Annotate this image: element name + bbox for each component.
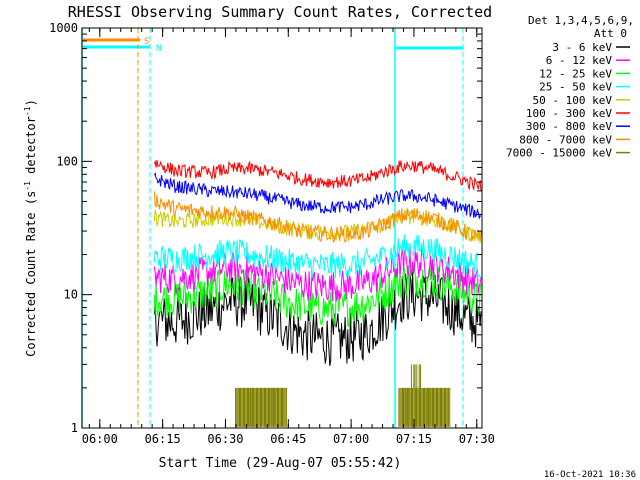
series-line-5 (153, 159, 482, 192)
axes: 1 10 100 1000 06:00 06:15 06:30 06:45 07:00 07:15… (49, 21, 495, 446)
series-2 (153, 262, 482, 327)
x-tick-label: 06:30 (207, 432, 243, 446)
series-line-1 (153, 247, 482, 302)
x-tick-label: 07:00 (333, 432, 369, 446)
annotation-label-s: S (144, 37, 149, 47)
y-tick-label: 1 (71, 421, 78, 435)
x-tick-label: 06:00 (82, 432, 118, 446)
series-line-0 (153, 270, 482, 366)
y-tick-label: 1000 (49, 21, 78, 35)
series-line-7 (153, 191, 482, 244)
y-axis-label-mid: detector (24, 116, 38, 181)
legend-label: 12 - 25 keV (539, 67, 612, 80)
legend-header-line2: Att 0 (594, 27, 627, 40)
legend-header-line1: Det 1,3,4,5,6,9, (528, 14, 634, 27)
series-7 (153, 191, 482, 244)
legend-label: 25 - 50 keV (539, 81, 612, 94)
y-axis-label-end: ) (24, 99, 38, 106)
series-line-2 (153, 262, 482, 327)
x-tick-label: 07:15 (396, 432, 432, 446)
x-tick-label: 06:45 (270, 432, 306, 446)
series-1 (153, 247, 482, 302)
series-line-3 (153, 234, 481, 279)
legend-label: 3 - 6 keV (552, 41, 612, 54)
plot-frame (81, 27, 483, 429)
y-tick-label: 10 (64, 288, 78, 302)
series-line-6 (153, 172, 482, 220)
y-axis-label-sup2: -1 (23, 106, 32, 116)
plot-content: SN (81, 28, 482, 428)
series-8 (235, 364, 451, 427)
y-axis-label-sup1: -1 (23, 181, 32, 191)
chart-title: RHESSI Observing Summary Count Rates, Co… (68, 3, 492, 21)
footer-timestamp: 16-Oct-2021 10:36 (544, 470, 636, 480)
series-6 (153, 172, 482, 220)
x-axis-label: Start Time (29-Aug-07 05:55:42) (159, 456, 402, 471)
legend-label: 7000 - 15000 keV (506, 147, 612, 160)
legend-label: 100 - 300 keV (526, 107, 612, 120)
series-0 (153, 270, 482, 366)
legend-label: 50 - 100 keV (533, 94, 613, 107)
legend-label: 300 - 800 keV (526, 120, 612, 133)
x-tick-label: 06:15 (145, 432, 181, 446)
x-tick-label: 07:30 (459, 432, 495, 446)
annotation-label-n: N (156, 44, 161, 54)
legend-label: 6 - 12 keV (546, 54, 613, 67)
series-3 (153, 234, 481, 279)
series-5 (153, 159, 482, 192)
y-axis-label-main: Corrected Count Rate (s (24, 191, 38, 357)
y-axis-label: Corrected Count Rate (s-1 detector-1) (23, 99, 38, 357)
y-tick-label: 100 (56, 154, 78, 168)
legend-label: 800 - 7000 keV (519, 133, 612, 146)
